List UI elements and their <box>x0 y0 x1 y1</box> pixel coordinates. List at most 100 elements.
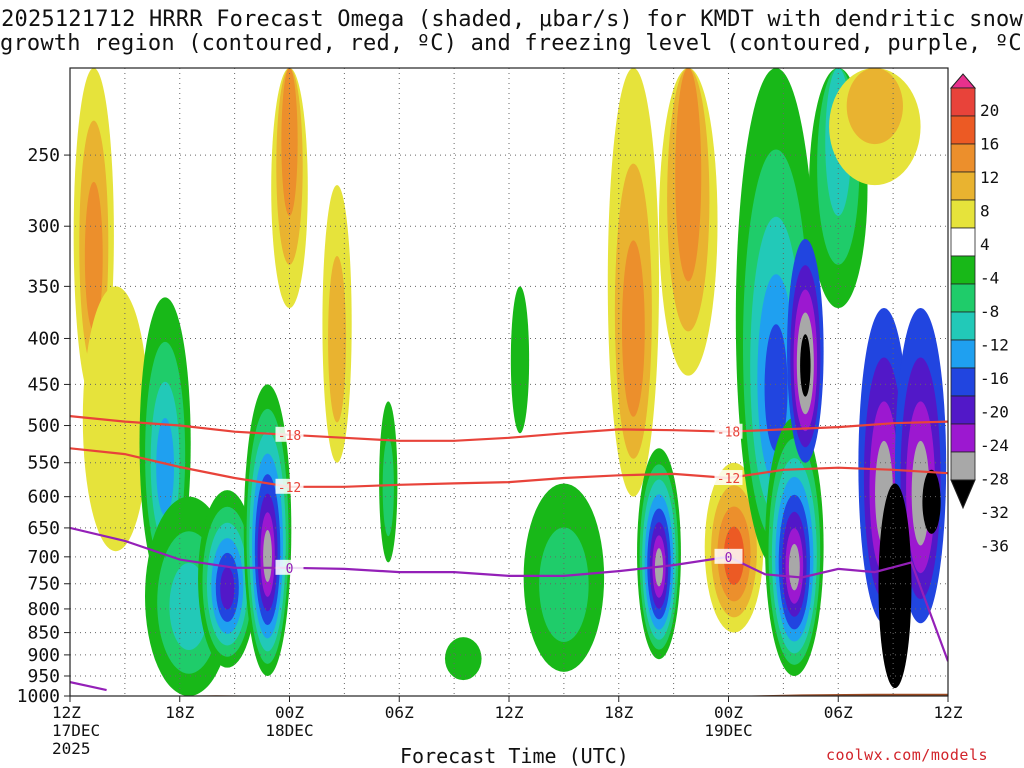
omega-region-7-level-1 <box>328 256 347 423</box>
colorbar-swatch-9 <box>950 311 976 341</box>
contour-label-bg-1-1 <box>714 470 743 486</box>
contour-label-2-0: 0 <box>286 562 294 577</box>
colorbar-swatch-6 <box>950 227 976 257</box>
omega-region-10-level-0 <box>510 286 530 434</box>
colorbar-swatch-14 <box>950 451 976 481</box>
y-tick-label-350: 350 <box>27 276 60 297</box>
contour-label-1-0: -12 <box>278 481 301 496</box>
colorbar-label-6: -8 <box>980 302 999 321</box>
y-tick-label-700: 700 <box>27 547 60 568</box>
colorbar-swatch-10 <box>950 339 976 369</box>
colorbar-label-5: -4 <box>980 269 999 288</box>
contour-label-bg-2-0 <box>275 559 304 575</box>
colorbar-swatch-12 <box>950 395 976 425</box>
colorbar-label-9: -20 <box>980 403 1009 422</box>
omega-region-24-level-1 <box>846 68 903 145</box>
colorbar-swatch-11 <box>950 367 976 397</box>
omega-region-13-level-2 <box>675 68 702 282</box>
omega-region-6-level-2 <box>281 68 298 216</box>
omega-region-17-level-7 <box>788 543 800 591</box>
x-tick-label-4-0: 12Z <box>495 703 524 722</box>
y-tick-label-750: 750 <box>27 574 60 595</box>
omega-region-23-level-0 <box>922 469 941 534</box>
contour-line-2 <box>70 526 948 662</box>
colorbar-label-13: -36 <box>980 537 1009 556</box>
x-tick-label-1-0: 18Z <box>165 703 194 722</box>
colorbar-swatch-8 <box>950 283 976 313</box>
contour-line-1 <box>70 447 948 488</box>
colorbar-label-0: 20 <box>980 101 999 120</box>
colorbar-swatch-3 <box>950 143 976 173</box>
x-tick-label-0-1: 17DEC <box>52 721 100 740</box>
colorbar-label-10: -24 <box>980 436 1009 455</box>
colorbar-swatch-5 <box>950 199 976 229</box>
omega-region-1-level-0 <box>82 286 149 552</box>
colorbar-label-7: -12 <box>980 336 1009 355</box>
colorbar-label-11: -28 <box>980 470 1009 489</box>
omega-region-22-level-0 <box>878 483 912 689</box>
y-tick-label-850: 850 <box>27 623 60 644</box>
colorbar-label-3: 8 <box>980 202 990 221</box>
y-tick-label-800: 800 <box>27 599 60 620</box>
y-tick-label-300: 300 <box>27 216 60 237</box>
omega-region-2-level-3 <box>156 417 175 516</box>
y-tick-label-250: 250 <box>27 145 60 166</box>
contour-label-0-1: -18 <box>717 426 740 441</box>
y-tick-label-650: 650 <box>27 518 60 539</box>
y-tick-label-600: 600 <box>27 487 60 508</box>
colorbar-swatch-1 <box>950 87 976 117</box>
omega-region-11-level-1 <box>539 527 589 643</box>
omega-region-16-level-4 <box>764 324 788 452</box>
x-tick-label-2-0: 00Z <box>275 703 304 722</box>
omega-region-19-level-4 <box>800 334 811 397</box>
colorbar-label-1: 16 <box>980 135 999 154</box>
colorbar-swatch-13 <box>950 423 976 453</box>
x-tick-label-5-0: 18Z <box>604 703 633 722</box>
x-tick-label-6-1: 19DEC <box>704 721 752 740</box>
x-tick-label-7-0: 06Z <box>824 703 853 722</box>
omega-region-12-level-2 <box>622 240 645 417</box>
colorbar-label-8: -16 <box>980 369 1009 388</box>
y-tick-label-550: 550 <box>27 453 60 474</box>
omega-region-8-level-1 <box>382 437 394 537</box>
x-tick-label-3-0: 06Z <box>385 703 414 722</box>
contour-line-3 <box>70 681 107 692</box>
colorbar-label-12: -32 <box>980 503 1009 522</box>
colorbar-top-arrow <box>949 73 977 89</box>
colorbar-swatch-7 <box>950 255 976 285</box>
x-tick-label-2-1: 18DEC <box>265 721 313 740</box>
contour-line-0 <box>70 415 948 442</box>
x-tick-label-0-0: 12Z <box>52 703 81 722</box>
x-tick-label-6-0: 00Z <box>714 703 743 722</box>
chart-title-line-1: 2025121712 HRRR Forecast Omega (shaded, … <box>1 7 1023 32</box>
y-tick-label-500: 500 <box>27 416 60 437</box>
x-axis-label: Forecast Time (UTC) <box>400 744 629 768</box>
omega-region-9-level-0 <box>444 637 482 681</box>
contour-label-1-1: -12 <box>717 472 740 487</box>
y-tick-label-400: 400 <box>27 328 60 349</box>
contour-label-bg-0-0 <box>275 426 304 442</box>
contour-label-bg-1-0 <box>275 478 304 494</box>
colorbar-swatch-4 <box>950 171 976 201</box>
colorbar-swatch-2 <box>950 115 976 145</box>
y-tick-label-450: 450 <box>27 374 60 395</box>
colorbar-bottom-arrow <box>950 479 976 510</box>
omega-region-4-level-5 <box>220 567 235 610</box>
omega-shading <box>73 68 947 696</box>
omega-region-0-level-2 <box>84 181 103 331</box>
colorbar-label-4: 4 <box>980 235 990 254</box>
contour-label-0-0: -18 <box>278 429 301 444</box>
y-tick-label-1000: 1000 <box>17 686 60 707</box>
source-credit: coolwx.com/models <box>826 746 989 764</box>
colorbar-label-2: 12 <box>980 168 999 187</box>
y-tick-label-950: 950 <box>27 666 60 687</box>
contour-label-bg-0-1 <box>714 423 743 439</box>
omega-region-5-level-7 <box>263 529 272 582</box>
contour-label-bg-2-1 <box>714 548 743 564</box>
x-tick-label-8-0: 12Z <box>934 703 963 722</box>
x-tick-label-0-2: 2025 <box>52 739 91 758</box>
y-tick-label-900: 900 <box>27 645 60 666</box>
contour-label-2-1: 0 <box>725 551 733 566</box>
chart-title-line-2: growth region (contoured, red, ºC) and f… <box>0 31 1024 56</box>
